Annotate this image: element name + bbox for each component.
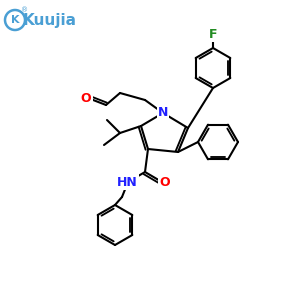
Text: ®: ® <box>21 7 28 13</box>
Text: N: N <box>158 106 168 119</box>
Text: HN: HN <box>117 176 137 188</box>
Text: F: F <box>209 28 217 40</box>
Text: K: K <box>11 15 19 25</box>
Text: O: O <box>160 176 170 188</box>
Text: Kuujia: Kuujia <box>23 13 77 28</box>
Text: O: O <box>81 92 91 104</box>
